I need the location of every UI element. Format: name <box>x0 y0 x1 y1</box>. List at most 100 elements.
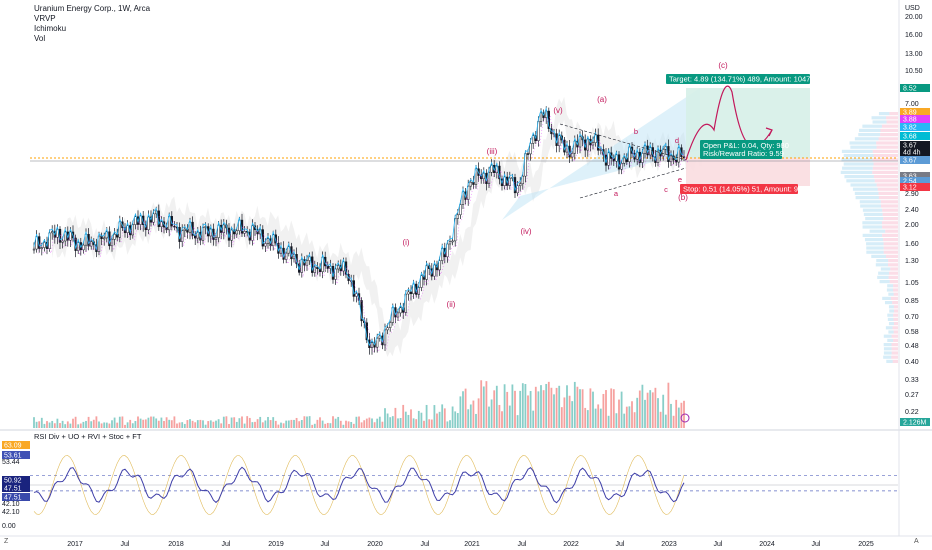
volume-bar <box>327 423 329 428</box>
legend-vrvp[interactable]: VRVP <box>34 14 150 24</box>
volume-bar <box>233 417 235 428</box>
wave-label: d <box>675 136 679 145</box>
vrvp-bar-up <box>863 209 882 212</box>
volume-tag-text: 2.126M <box>903 420 927 427</box>
vrvp-bar-up <box>881 267 890 270</box>
candle-body <box>410 292 412 294</box>
candle-body <box>236 231 238 234</box>
volume-bar <box>395 408 397 428</box>
volume-bar <box>595 409 597 428</box>
vrvp-bar-down <box>894 330 898 333</box>
volume-bar <box>402 405 404 428</box>
volume-bar <box>158 421 160 428</box>
candle-body <box>621 163 623 169</box>
volume-bar <box>678 408 680 428</box>
rr-label: Risk/Reward Ratio: 9.59 <box>703 149 784 158</box>
vrvp-bar-up <box>862 221 882 224</box>
time-axis-label: 2023 <box>661 541 677 548</box>
volume-bar <box>119 417 121 428</box>
volume-bar <box>114 418 116 428</box>
timezone-icon[interactable]: Z <box>4 538 8 545</box>
vrvp-bar-down <box>889 276 898 279</box>
vrvp-bar-down <box>894 322 898 325</box>
volume-bar <box>72 419 74 428</box>
wave-label: (c) <box>718 61 728 70</box>
volume-bar <box>600 409 602 428</box>
vrvp-bar-up <box>863 234 882 237</box>
price-axis-label: 0.85 <box>905 298 919 305</box>
vrvp-bar-down <box>884 242 898 245</box>
volume-bar <box>436 414 438 428</box>
volume-bar <box>361 422 363 428</box>
volume-bar <box>670 404 672 428</box>
vrvp-bar-down <box>888 259 898 262</box>
indicator-legend[interactable]: RSI Div + UO + RVI + Stoc + FT <box>34 432 141 441</box>
legend-vol[interactable]: Vol <box>34 34 150 44</box>
volume-bar <box>116 423 118 428</box>
volume-bar <box>291 420 293 428</box>
wave-label: (v) <box>553 106 563 115</box>
candle-body <box>197 232 199 238</box>
candle-body <box>527 154 529 155</box>
legend-title[interactable]: Uranium Energy Corp., 1W, Arca <box>34 4 150 14</box>
volume-bar <box>275 421 277 428</box>
volume-bar <box>340 421 342 428</box>
volume-bar <box>345 421 347 428</box>
vrvp-bar-down <box>879 196 898 199</box>
vrvp-bar-down <box>884 251 898 254</box>
volume-bar <box>80 424 82 428</box>
vrvp-bar-up <box>888 318 894 321</box>
volume-bar <box>41 418 43 428</box>
volume-bar <box>161 418 163 428</box>
indicator-tag-text: 63.09 <box>4 443 22 450</box>
legend-ichimoku[interactable]: Ichimoku <box>34 24 150 34</box>
vrvp-bar-up <box>886 360 892 363</box>
volume-bar <box>418 411 420 428</box>
wave-label: (iv) <box>520 227 531 236</box>
wave-label: e <box>678 175 682 184</box>
volume-bar <box>548 382 550 428</box>
vrvp-bar-up <box>877 276 888 279</box>
candle-body <box>642 153 644 162</box>
volume-bar <box>179 422 181 428</box>
price-axis-label: 1.05 <box>905 280 919 287</box>
vrvp-bar-down <box>884 246 898 249</box>
volume-bar <box>127 422 129 428</box>
volume-bar <box>449 420 451 428</box>
volume-bar <box>642 385 644 428</box>
volume-bar <box>431 420 433 428</box>
volume-bar <box>33 417 35 428</box>
volume-bar <box>444 408 446 428</box>
vrvp-bar-up <box>879 112 889 115</box>
candle-body <box>77 243 79 251</box>
chart-legend: Uranium Energy Corp., 1W, Arca VRVP Ichi… <box>34 4 150 44</box>
volume-bar <box>218 419 220 428</box>
volume-bar <box>413 418 415 428</box>
wave-label: (a) <box>597 95 607 104</box>
candle-body <box>267 239 269 244</box>
time-axis-label: Jul <box>812 541 821 548</box>
volume-bar <box>608 416 610 428</box>
volume-bar <box>668 383 670 428</box>
vrvp-bar-down <box>875 179 898 182</box>
time-axis-label: 2018 <box>168 541 184 548</box>
volume-bar <box>496 386 498 428</box>
volume-bar <box>545 384 547 428</box>
volume-bar <box>207 421 209 428</box>
auto-scale-button[interactable]: A <box>914 538 919 545</box>
volume-bar <box>306 417 308 428</box>
volume-bar <box>150 417 152 428</box>
vrvp-bar-down <box>873 167 898 170</box>
volume-bar <box>584 408 586 428</box>
time-axis-label: 2025 <box>858 541 874 548</box>
volume-bar <box>382 422 384 428</box>
stop-label: Stop: 0.51 (14.05%) 51, Amount: 99500 <box>683 185 815 194</box>
volume-bar <box>408 415 410 428</box>
vrvp-bar-up <box>876 263 888 266</box>
volume-bar <box>348 421 350 428</box>
time-axis-label: Jul <box>421 541 430 548</box>
volume-bar <box>522 383 524 428</box>
volume-bar <box>517 415 519 428</box>
